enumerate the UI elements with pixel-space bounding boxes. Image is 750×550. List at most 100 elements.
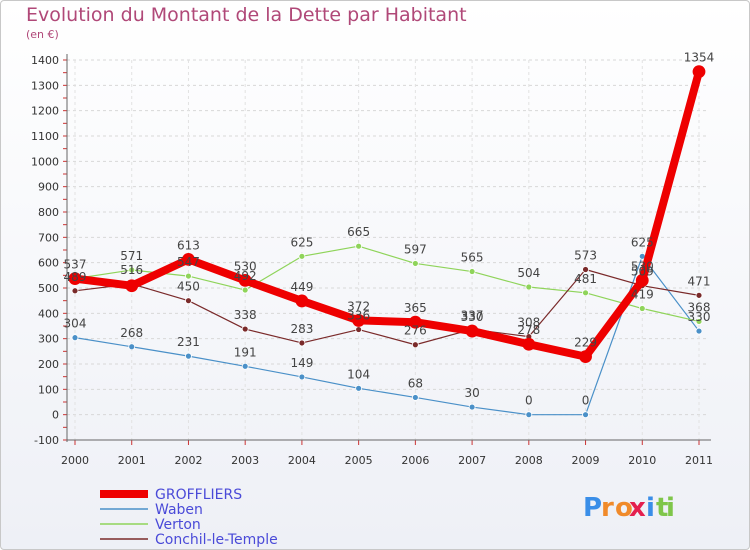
- point-waben: [525, 411, 533, 419]
- point-verton: [128, 266, 136, 274]
- point-conchil-le-temple: [185, 297, 192, 305]
- point-conchil-le-temple: [241, 325, 249, 333]
- data-label-conchil-le-temple: 308: [517, 316, 540, 330]
- y-tick-label: 1000: [31, 155, 59, 168]
- legend-label-verton: Verton: [155, 517, 201, 533]
- point-groffliers: [125, 279, 139, 293]
- data-label-conchil-le-temple: 509: [631, 265, 654, 279]
- series-line-verton: [74, 245, 700, 323]
- series-line-waben: [74, 255, 700, 416]
- point-waben: [298, 373, 306, 381]
- chart-subtitle: (en €): [26, 28, 59, 41]
- data-label-conchil-le-temple: 516: [120, 263, 143, 277]
- data-label-verton: 547: [177, 255, 200, 269]
- logo-letter: t: [656, 493, 668, 523]
- data-label-verton: 492: [234, 269, 257, 283]
- point-verton: [298, 252, 306, 260]
- series-conchil-le-temple: [71, 266, 703, 349]
- data-label-conchil-le-temple: 450: [177, 280, 200, 294]
- x-tick-label: 2009: [572, 454, 600, 467]
- y-tick-label: 200: [38, 358, 59, 371]
- point-groffliers: [465, 324, 479, 338]
- point-groffliers: [522, 337, 536, 351]
- y-tick-label: 600: [38, 257, 59, 270]
- data-label-waben: 231: [177, 335, 200, 349]
- y-tick-label: 500: [38, 282, 59, 295]
- point-verton: [355, 242, 363, 250]
- series-waben: [71, 252, 703, 419]
- point-waben: [695, 327, 703, 335]
- point-waben: [185, 352, 192, 360]
- data-label-conchil-le-temple: 489: [64, 270, 87, 284]
- data-label-waben: 330: [688, 310, 711, 324]
- data-label-conchil-le-temple: 337: [461, 308, 484, 322]
- point-waben: [411, 394, 419, 401]
- proxiti-logo: Pr ox i ti: [583, 493, 675, 523]
- data-label-conchil-le-temple: 471: [688, 274, 711, 288]
- x-tick-label: 2008: [515, 454, 543, 467]
- point-conchil-le-temple: [298, 339, 306, 347]
- data-label-verton: 504: [517, 266, 540, 280]
- y-tick-label: 1300: [31, 79, 59, 92]
- data-label-waben: 30: [464, 386, 479, 400]
- point-groffliers: [352, 314, 366, 327]
- legend-label-waben: Waben: [155, 502, 203, 518]
- series-layer: [68, 65, 706, 419]
- data-label-groffliers: 278: [517, 323, 540, 337]
- data-label-waben: 68: [408, 376, 423, 390]
- data-label-waben: 0: [525, 394, 533, 408]
- series-line-conchil-le-temple: [74, 268, 700, 346]
- point-conchil-le-temple: [582, 266, 589, 273]
- point-waben: [128, 343, 136, 351]
- point-waben: [468, 403, 476, 411]
- data-label-waben: 149: [290, 356, 313, 370]
- series-verton: [71, 242, 703, 325]
- series-line-groffliers: [71, 67, 703, 361]
- point-conchil-le-temple: [355, 326, 363, 333]
- data-label-groffliers: 613: [177, 238, 200, 252]
- data-label-groffliers: 530: [631, 259, 654, 273]
- x-tick-label: 2002: [174, 454, 202, 467]
- point-groffliers: [68, 272, 82, 286]
- point-conchil-le-temple: [411, 341, 419, 349]
- x-tick-label: 2011: [685, 454, 713, 467]
- y-tick-label: 700: [38, 231, 59, 244]
- data-label-groffliers: 365: [404, 301, 427, 315]
- y-tick-label: -100: [34, 434, 59, 447]
- point-groffliers: [182, 252, 195, 266]
- data-label-verton: 625: [290, 235, 313, 249]
- point-groffliers: [579, 350, 592, 364]
- data-label-verton: 419: [631, 288, 654, 302]
- point-verton: [468, 268, 476, 275]
- logo-letter: P: [583, 493, 602, 523]
- logo-letter: r: [601, 493, 614, 523]
- x-tick-label: 2005: [345, 454, 373, 467]
- data-label-conchil-le-temple: 336: [347, 309, 370, 323]
- y-tick-label: 1200: [31, 105, 59, 118]
- data-label-verton: 368: [688, 300, 711, 314]
- data-label-verton: 571: [120, 249, 143, 263]
- x-tick-label: 2003: [231, 454, 259, 467]
- data-labels: 304 268 231 191 149 104 68 30 0 0 625 330 537 571 547 4…: [64, 51, 715, 408]
- data-label-conchil-le-temple: 573: [574, 249, 597, 263]
- point-waben: [582, 411, 589, 419]
- point-verton: [638, 305, 646, 312]
- data-label-verton: 565: [461, 251, 484, 265]
- legend-label-groffliers: GROFFLIERS: [155, 487, 242, 503]
- legend-label-conchil-le-temple: Conchil-le-Temple: [155, 532, 278, 548]
- data-label-conchil-le-temple: 283: [290, 322, 313, 336]
- point-groffliers: [408, 315, 422, 329]
- logo-letter: x: [629, 493, 646, 523]
- point-verton: [525, 283, 533, 291]
- logo-letter: i: [666, 493, 675, 523]
- x-tick-label: 2006: [401, 454, 429, 467]
- axes: -100010020030040050060070080090010001100…: [31, 54, 713, 467]
- series-groffliers: [68, 65, 706, 364]
- data-label-verton: 537: [64, 258, 87, 272]
- x-tick-label: 2010: [628, 454, 656, 467]
- data-label-conchil-le-temple: 276: [404, 324, 427, 338]
- point-groffliers: [238, 273, 252, 287]
